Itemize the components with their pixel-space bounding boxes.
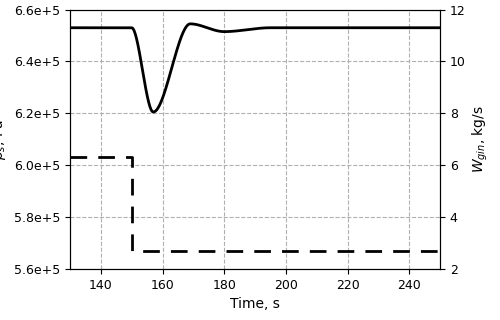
X-axis label: Time, s: Time, s (230, 297, 280, 311)
Y-axis label: $p_s$, Pa: $p_s$, Pa (0, 119, 8, 160)
Y-axis label: $W_{gin}$, kg/s: $W_{gin}$, kg/s (471, 105, 490, 173)
